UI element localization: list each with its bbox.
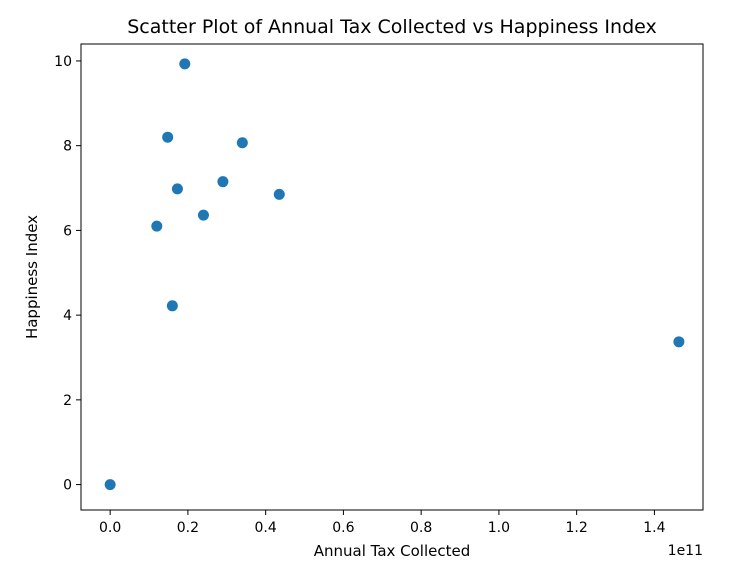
x-tick-label: 0.2 xyxy=(177,520,199,536)
y-axis-label: Happiness Index xyxy=(23,215,41,339)
y-tick-label: 6 xyxy=(63,223,72,239)
data-point xyxy=(217,176,229,188)
y-tick-label: 4 xyxy=(63,308,72,324)
data-point xyxy=(197,209,209,221)
x-tick-label: 0.4 xyxy=(255,520,277,536)
data-point xyxy=(166,300,178,312)
data-point xyxy=(673,336,685,348)
x-tick-label: 0.6 xyxy=(332,520,354,536)
data-point xyxy=(151,220,163,232)
x-tick-label: 0.8 xyxy=(410,520,432,536)
data-point xyxy=(273,188,285,200)
x-axis: 0.0 0.2 0.4 0.6 0.8 1.0 1.2 1.4 xyxy=(99,510,666,536)
data-point xyxy=(179,58,191,70)
plot-area: 0.0 0.2 0.4 0.6 0.8 1.0 1.2 1.4 0 2 4 6 8 10 xyxy=(54,43,704,536)
data-point xyxy=(171,183,183,195)
x-tick-label: 1.4 xyxy=(643,520,665,536)
y-axis: 0 2 4 6 8 10 xyxy=(54,54,81,494)
x-tick-label: 1.0 xyxy=(488,520,510,536)
chart-title: Scatter Plot of Annual Tax Collected vs … xyxy=(127,16,656,38)
x-axis-label: Annual Tax Collected xyxy=(314,542,471,560)
data-point xyxy=(104,479,116,491)
data-point xyxy=(162,131,174,143)
plot-frame xyxy=(80,43,704,511)
x-tick-label: 0.0 xyxy=(99,520,121,536)
data-points xyxy=(104,58,685,491)
x-offset-label: 1e11 xyxy=(668,543,703,559)
data-point xyxy=(236,137,248,149)
y-tick-label: 8 xyxy=(63,139,72,155)
x-tick-label: 1.2 xyxy=(566,520,588,536)
y-tick-label: 0 xyxy=(63,478,72,494)
y-tick-label: 10 xyxy=(54,54,72,70)
y-tick-label: 2 xyxy=(63,393,72,409)
